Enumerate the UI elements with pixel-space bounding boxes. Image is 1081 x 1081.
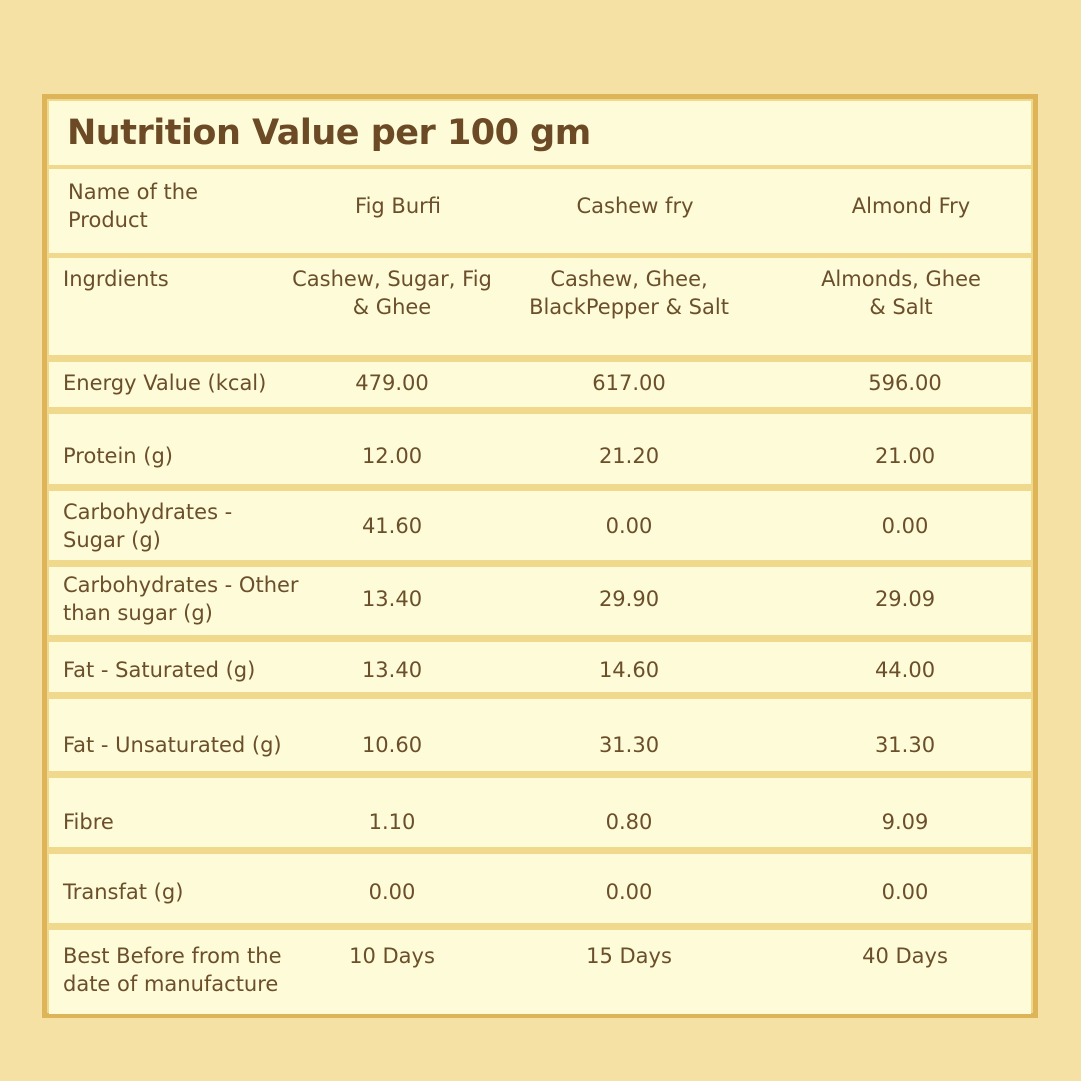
value-cashew-fry: 0.00 (605, 880, 653, 904)
row-label: Carbohydrates - Sugar (g) (63, 498, 232, 554)
value-almond-fry: 31.30 (874, 733, 936, 757)
value-almond-fry: 21.00 (874, 444, 936, 468)
title-bar: Nutrition Value per 100 gm (49, 101, 1031, 165)
table-title: Nutrition Value per 100 gm (67, 113, 591, 153)
ingredients-fig-burfi: Cashew, Sugar, Fig & Ghee (292, 265, 492, 321)
value-cashew-fry: 31.30 (598, 733, 660, 757)
nutrition-table: Nutrition Value per 100 gm Name of the P… (49, 101, 1031, 1014)
table-row: Fat - Saturated (g) 13.40 14.60 44.00 (49, 642, 1031, 692)
value-fig-burfi: 41.60 (361, 514, 423, 538)
row-label-line: than sugar (g) (63, 601, 213, 625)
row-label-line: Best Before from the (63, 944, 282, 968)
ingredients-line: & Salt (869, 295, 933, 319)
ingredients-line: & Ghee (352, 295, 432, 319)
value-fig-burfi: 13.40 (361, 658, 423, 682)
ingredients-cashew-fry: Cashew, Ghee, BlackPepper & Salt (529, 265, 729, 321)
row-label-line: Sugar (g) (63, 528, 161, 552)
value-almond-fry: 29.09 (874, 587, 936, 611)
value-fig-burfi: 479.00 (355, 371, 429, 395)
nutrition-card: Nutrition Value per 100 gm Name of the P… (42, 94, 1038, 1018)
value-fig-burfi: 0.00 (368, 880, 416, 904)
value-fig-burfi: 13.40 (361, 587, 423, 611)
ingredients-label: Ingrdients (63, 267, 169, 291)
row-label: Energy Value (kcal) (63, 371, 267, 395)
table-row: Protein (g) 12.00 21.20 21.00 (49, 414, 1031, 484)
row-label-line: Carbohydrates - Other (63, 573, 299, 597)
row-label-line: Carbohydrates - (63, 500, 233, 524)
ingredients-line: Almonds, Ghee (821, 267, 981, 291)
row-label: Carbohydrates - Other than sugar (g) (63, 571, 299, 627)
table-row: Fibre 1.10 0.80 9.09 (49, 778, 1031, 847)
row-label: Fat - Unsaturated (g) (63, 733, 282, 757)
row-label-line: date of manufacture (63, 972, 279, 996)
value-almond-fry: 0.00 (881, 880, 929, 904)
header-label-line1: Name of the (68, 180, 199, 204)
value-cashew-fry: 15 Days (586, 944, 672, 968)
header-label-line2: Product (68, 208, 148, 232)
row-label: Fibre (63, 810, 114, 834)
value-almond-fry: 40 Days (862, 944, 948, 968)
table-row: Carbohydrates - Sugar (g) 41.60 0.00 0.0… (49, 491, 1031, 560)
product-name-almond-fry: Almond Fry (851, 194, 971, 218)
value-cashew-fry: 21.20 (598, 444, 660, 468)
table-row: Carbohydrates - Other than sugar (g) 13.… (49, 567, 1031, 635)
ingredients-almond-fry: Almonds, Ghee & Salt (821, 265, 981, 321)
ingredients-line: Cashew, Ghee, (550, 267, 708, 291)
product-name-fig-burfi: Fig Burfi (355, 194, 441, 218)
value-cashew-fry: 14.60 (598, 658, 660, 682)
value-fig-burfi: 1.10 (368, 810, 416, 834)
value-fig-burfi: 12.00 (361, 444, 423, 468)
row-label: Protein (g) (63, 444, 174, 468)
value-fig-burfi: 10 Days (349, 944, 435, 968)
ingredients-row: Ingrdients Cashew, Sugar, Fig & Ghee Cas… (49, 258, 1031, 355)
value-almond-fry: 44.00 (874, 658, 936, 682)
product-name-cashew-fry: Cashew fry (576, 194, 694, 218)
header-label: Name of the Product (68, 178, 198, 234)
ingredients-line: BlackPepper & Salt (529, 295, 729, 319)
value-cashew-fry: 0.00 (605, 514, 653, 538)
value-cashew-fry: 0.80 (605, 810, 653, 834)
value-cashew-fry: 617.00 (592, 371, 666, 395)
value-fig-burfi: 10.60 (361, 733, 423, 757)
table-row: Best Before from the date of manufacture… (49, 930, 1031, 1014)
row-label: Best Before from the date of manufacture (63, 942, 282, 998)
ingredients-line: Cashew, Sugar, Fig (292, 267, 492, 291)
table-row: Transfat (g) 0.00 0.00 0.00 (49, 854, 1031, 923)
value-almond-fry: 0.00 (881, 514, 929, 538)
row-label: Fat - Saturated (g) (63, 658, 256, 682)
value-almond-fry: 596.00 (868, 371, 942, 395)
value-cashew-fry: 29.90 (598, 587, 660, 611)
table-row: Energy Value (kcal) 479.00 617.00 596.00 (49, 362, 1031, 407)
row-label: Transfat (g) (63, 880, 184, 904)
value-almond-fry: 9.09 (881, 810, 929, 834)
table-row: Fat - Unsaturated (g) 10.60 31.30 31.30 (49, 699, 1031, 771)
header-row: Name of the Product Fig Burfi Cashew fry… (49, 169, 1031, 253)
